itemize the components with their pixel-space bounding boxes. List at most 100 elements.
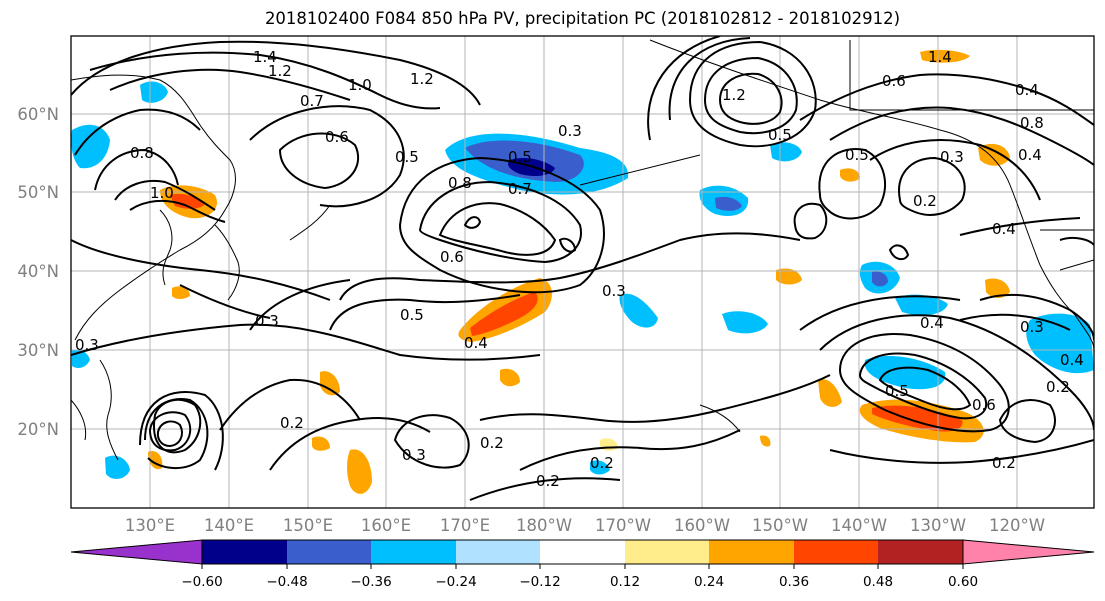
contour-label: 0.5: [395, 148, 419, 166]
contour-label: 1.0: [150, 184, 174, 202]
colorbar-bin: [625, 540, 709, 564]
map-frame: [70, 35, 1095, 509]
colorbar-tick-label: 0.12: [610, 574, 640, 590]
precip-negative-region: [590, 460, 610, 475]
precip-positive-region: [872, 405, 963, 432]
lon-label: 170°E: [440, 516, 490, 535]
colorbar-bin: [878, 540, 963, 564]
contour-label: 0.2: [280, 414, 304, 432]
map-title: 2018102400 F084 850 hPa PV, precipitatio…: [264, 9, 901, 28]
contour-label: 0.8: [1020, 114, 1044, 132]
contour-label: 0.3: [940, 148, 964, 166]
contour-label: 0.2: [536, 472, 560, 490]
colorbar-bin: [371, 540, 456, 564]
precip-positive-region: [500, 368, 520, 387]
lon-label: 150°E: [283, 516, 333, 535]
contour-label: 0.3: [602, 282, 626, 300]
contour-label: 0.4: [1060, 351, 1084, 369]
precip-positive-region: [320, 371, 340, 396]
colorbar-tick-label: 0.48: [863, 574, 893, 590]
lon-label: 130°W: [910, 516, 966, 535]
lon-label: 130°E: [125, 516, 175, 535]
longitude-labels: 130°E 140°E 150°E 160°E 170°E 180°W 170°…: [125, 516, 1045, 535]
contour-label: 0.3: [75, 336, 99, 354]
contour-label: 1.0: [348, 76, 372, 94]
colorbar-bin: [794, 540, 878, 564]
pv-contours: [71, 36, 1094, 501]
contour-label: 0.8: [130, 144, 154, 162]
precip-positive-region: [470, 292, 538, 336]
colorbar-extend-low: [70, 539, 203, 565]
map-area: 1.4 1.2 1.0 0.7 1.2 0.6 0.5 0.8 0.7 0.5 …: [71, 36, 1094, 508]
contour-label: 0.5: [768, 126, 792, 144]
precip-positive-region: [920, 49, 970, 63]
colorbar-tick-label: −0.48: [266, 574, 307, 590]
colorbar-tick-label: 0.60: [948, 574, 978, 590]
contour-label: 0.5: [885, 382, 909, 400]
coastlines: [71, 39, 1094, 461]
lon-label: 150°W: [752, 516, 808, 535]
lon-label: 160°W: [674, 516, 730, 535]
contour-label: 0.2: [1046, 378, 1070, 396]
colorbar-tick-label: −0.60: [181, 574, 222, 590]
lat-label: 60°N: [17, 105, 59, 124]
lon-label: 160°E: [361, 516, 411, 535]
contour-label: 1.2: [722, 86, 746, 104]
precip-negative-region: [872, 271, 888, 287]
colorbar-bin: [540, 540, 625, 564]
precip-positive-region: [818, 379, 842, 407]
contour-label: 1.4: [928, 48, 952, 66]
contour-label: 0.5: [508, 148, 532, 166]
precip-positive-region: [776, 268, 802, 285]
precip-positive-region: [312, 436, 330, 451]
colorbar-bin: [202, 540, 287, 564]
contour-label: 0.4: [920, 314, 944, 332]
precip-positive-region: [170, 194, 205, 209]
colorbar-tick-label: −0.12: [519, 574, 560, 590]
colorbar-bin: [456, 540, 540, 564]
contour-label: 0.4: [464, 334, 488, 352]
precip-negative-region: [1026, 313, 1094, 374]
precip-negative-region: [140, 81, 168, 103]
contour-label: 0.5: [845, 146, 869, 164]
contour-label: 0.5: [400, 306, 424, 324]
contour-label: 0.6: [882, 72, 906, 90]
precip-positive-region: [172, 286, 190, 299]
contour-label: 0.6: [972, 396, 996, 414]
contour-label: 0.3: [255, 312, 279, 330]
precip-positive-region: [840, 168, 860, 182]
colorbar: −0.60 −0.48 −0.36 −0.24 −0.12 0.12 0.24 …: [70, 539, 1095, 590]
contour-label: 0.4: [992, 220, 1016, 238]
contour-label: 0.2: [913, 192, 937, 210]
precip-negative-region: [770, 142, 802, 162]
lon-label: 140°E: [204, 516, 254, 535]
contour-label: 0.2: [992, 454, 1016, 472]
contour-label: 0.2: [480, 434, 504, 452]
contour-labels: 1.4 1.2 1.0 0.7 1.2 0.6 0.5 0.8 0.7 0.5 …: [75, 48, 1084, 490]
colorbar-tick-label: −0.24: [435, 574, 476, 590]
precip-positive-region: [760, 435, 771, 447]
precip-negative-region: [105, 455, 130, 479]
lon-label: 140°W: [831, 516, 887, 535]
contour-label: 0.4: [1015, 81, 1039, 99]
precip-positive-region: [985, 278, 1010, 298]
contour-label: 1.2: [410, 70, 434, 88]
precip-negative-region: [71, 124, 110, 169]
lon-label: 120°W: [989, 516, 1045, 535]
contour-label: 0.4: [1018, 146, 1042, 164]
lon-label: 170°W: [595, 516, 651, 535]
lat-label: 30°N: [17, 341, 59, 360]
contour-label: 1.2: [268, 62, 292, 80]
lat-label: 50°N: [17, 183, 59, 202]
contour-label: 0.3: [558, 122, 582, 140]
precip-positive-region: [347, 449, 372, 494]
precip-negative-region: [864, 356, 946, 390]
colorbar-bin: [709, 540, 794, 564]
contour-label: 0.7: [300, 92, 324, 110]
contour-label: 0.7: [508, 180, 532, 198]
colorbar-tick-label: −0.36: [350, 574, 391, 590]
contour-label: 0.6: [440, 248, 464, 266]
colorbar-tick-label: 0.24: [694, 574, 724, 590]
lon-label: 180°W: [516, 516, 572, 535]
